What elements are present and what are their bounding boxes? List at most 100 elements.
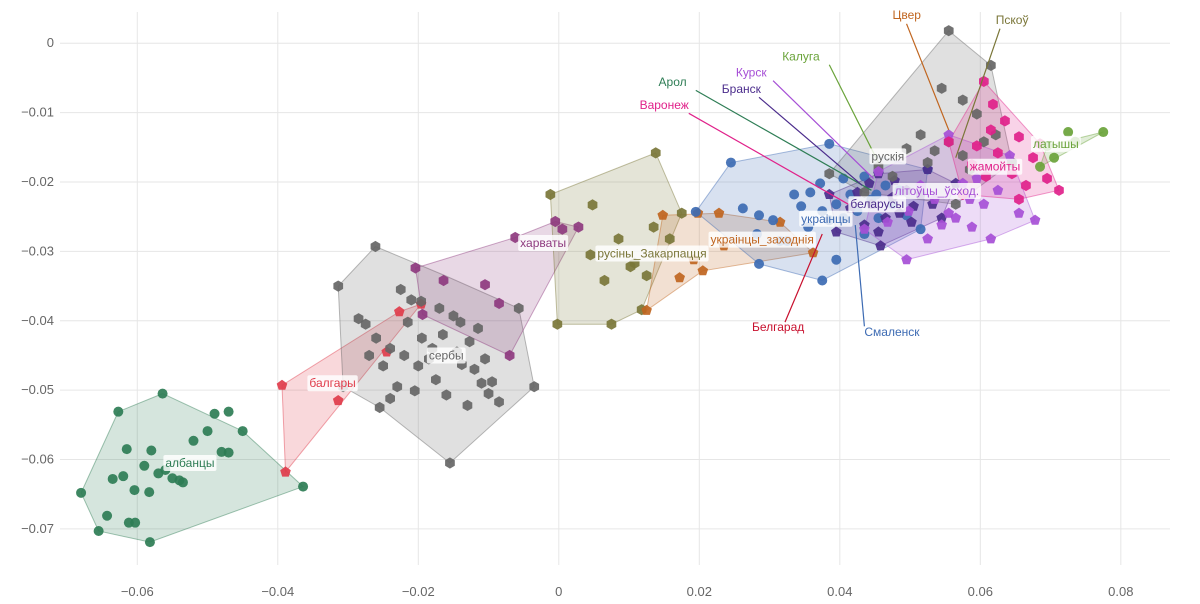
group-label-bg — [708, 231, 816, 248]
point-літоўцы-ўсход — [901, 254, 912, 265]
point-сербы — [378, 360, 388, 372]
point-рускія — [922, 157, 933, 169]
annotation-text: Смаленск — [864, 325, 920, 339]
point-украінцы — [838, 173, 849, 184]
gridlines — [60, 12, 1170, 565]
point-харваты — [550, 215, 561, 228]
group-label-латышы: латышы — [1031, 135, 1081, 152]
point-сербы — [402, 316, 413, 328]
point-сербы — [395, 283, 406, 296]
point-харваты — [417, 308, 428, 321]
point-сербы — [409, 385, 420, 397]
point-харваты — [557, 223, 568, 235]
point-русіны-закарпацця — [625, 261, 636, 273]
point-сербы — [434, 302, 445, 314]
group-label-bg — [1031, 135, 1081, 152]
point-сербы — [370, 240, 381, 253]
annotation-leader-line — [854, 224, 865, 327]
point-сербы — [455, 316, 466, 328]
group-labels: албанцы балгары сербы харваты русіны_Закарпа… — [163, 135, 1081, 472]
point-рускія — [957, 150, 968, 162]
point-сербы — [480, 353, 490, 365]
point-рускія — [957, 94, 968, 106]
point-рускія — [936, 82, 947, 94]
point-балгары — [332, 395, 344, 406]
x-tick-label: −0.04 — [261, 584, 294, 599]
group-label-bg — [307, 375, 358, 392]
point-албанцы — [177, 477, 188, 488]
point-рускія — [824, 168, 835, 180]
x-tick-label: 0.02 — [687, 584, 712, 599]
annotation-leader-line — [955, 28, 1001, 158]
annotation-пскоў: Пскоў — [955, 13, 1028, 158]
x-tick-label: 0.08 — [1108, 584, 1133, 599]
point-рускія — [859, 186, 870, 198]
group-label-літоўцы-ўсход: літоўцы_ўсход. — [892, 183, 982, 200]
point-сербы — [529, 381, 540, 393]
point-русіны-закарпацця — [585, 249, 596, 261]
annotation-text: Белгарад — [752, 320, 804, 334]
point-літоўцы-ўсход — [922, 233, 933, 244]
point-русіны-закарпацця — [606, 318, 617, 330]
point-сербы — [513, 302, 524, 314]
annotation-бранск: Бранск — [722, 82, 863, 186]
group-label-text: рускія — [871, 149, 904, 163]
point-літоўцы-ўсход — [950, 212, 962, 223]
point-сербы — [462, 399, 473, 411]
point-сербы — [438, 329, 448, 341]
point-украінцы — [690, 206, 701, 217]
point-албанцы — [223, 447, 234, 458]
point-украінцы — [831, 199, 842, 210]
point-русіны-закарпацця — [599, 274, 610, 287]
point-літоўцы-ўсход — [966, 221, 978, 232]
annotation-белгарад: Белгарад — [752, 233, 823, 334]
annotation-leader-line — [784, 233, 823, 323]
point-сербы — [473, 322, 483, 334]
group-label-балгары: балгары — [307, 375, 358, 392]
group-label-bg — [163, 455, 217, 472]
point-рускія — [950, 198, 961, 210]
point-балгары — [280, 466, 291, 477]
point-украінцы-заходнія — [657, 209, 669, 220]
point-сербы — [392, 381, 403, 393]
annotation-leader-line — [688, 112, 849, 205]
annotation-text: Калуга — [782, 50, 820, 64]
group-label-bg — [799, 210, 853, 227]
point-албанцы — [298, 481, 309, 492]
point-албанцы — [76, 487, 87, 498]
point-літоўцы-ўсход — [882, 216, 893, 227]
y-tick-label: 0 — [47, 35, 54, 50]
group-label-text: балгары — [309, 376, 355, 390]
point-русіны-закарпацця — [545, 188, 556, 201]
point-балгары — [276, 379, 288, 390]
point-латышы — [1098, 127, 1109, 138]
x-tick-label: 0.06 — [968, 584, 993, 599]
point-беларусы — [875, 240, 886, 251]
point-жамойты — [1000, 115, 1010, 127]
point-украінцы — [815, 178, 826, 189]
point-літоўцы-ўсход — [936, 219, 947, 230]
point-албанцы — [223, 406, 234, 417]
point-сербы — [448, 310, 459, 322]
point-рускія — [887, 170, 898, 182]
annotation-leader-line — [772, 80, 874, 179]
point-латышы — [1035, 161, 1046, 172]
point-жамойты — [1014, 193, 1024, 205]
point-албанцы — [139, 460, 150, 471]
point-літоўцы-ўсход — [992, 184, 1004, 195]
point-жамойты — [986, 124, 996, 136]
point-беларусы — [864, 177, 875, 188]
point-харваты — [480, 279, 490, 291]
x-tick-label: −0.02 — [402, 584, 435, 599]
point-балгары — [394, 306, 405, 317]
point-харваты — [494, 297, 504, 309]
annotation-leader-line — [758, 96, 863, 186]
point-русіны-закарпацця — [676, 207, 687, 219]
point-беларусы — [831, 226, 842, 237]
point-сербы — [364, 349, 374, 362]
group-label-сербы: сербы — [426, 347, 466, 364]
point-літоўцы-ўсход — [978, 198, 990, 209]
axis-tick-labels: −0.06 −0.04 −0.02 0 0.02 0.04 0.06 0.08 0 −0.01 −0… — [21, 35, 1133, 599]
group-label-bg — [595, 245, 709, 262]
